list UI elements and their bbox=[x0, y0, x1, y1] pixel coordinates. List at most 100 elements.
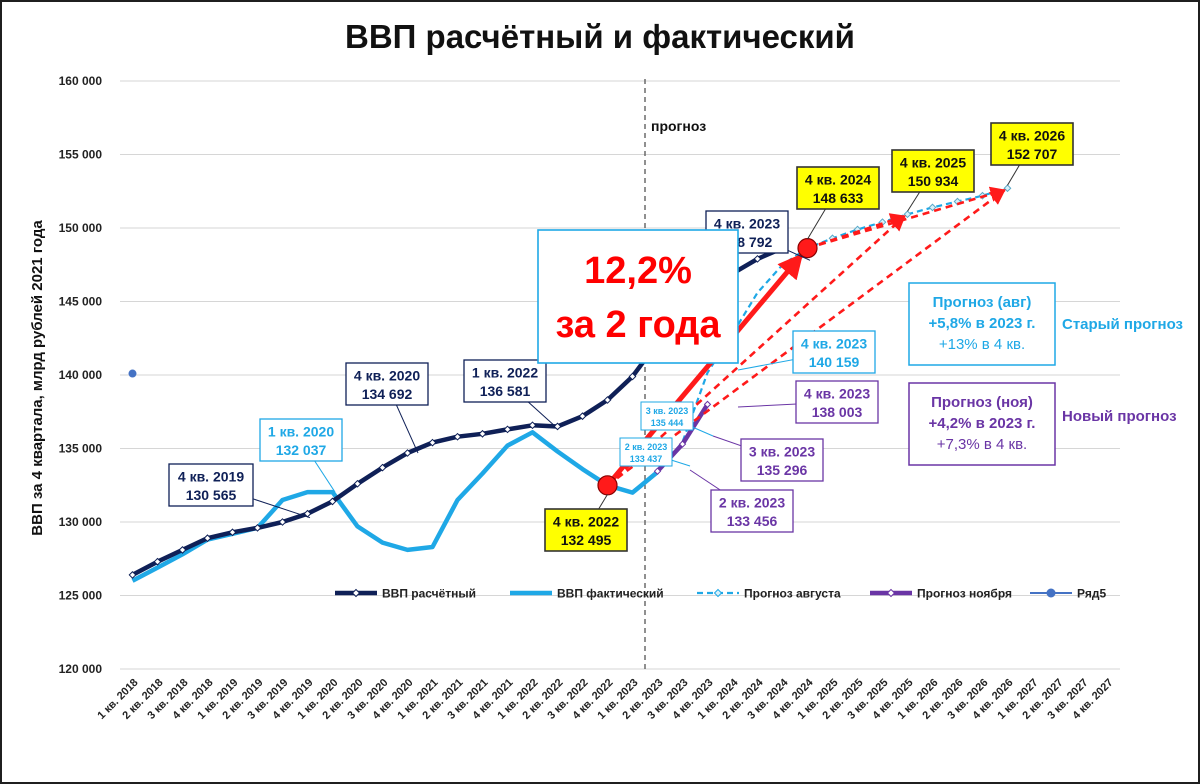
data-label-frame bbox=[710, 489, 794, 533]
legend-label: Прогноз ноября bbox=[917, 587, 1012, 601]
point-marker-start bbox=[597, 475, 618, 496]
forecast-divider: прогноз bbox=[644, 79, 706, 669]
data-label-frame bbox=[792, 330, 876, 374]
series-point-nov-forecast bbox=[703, 400, 712, 409]
series-point-estimated bbox=[228, 528, 237, 537]
data-label-box: 4 кв. 2023 140 159 bbox=[737, 330, 876, 374]
data-label-frame bbox=[891, 149, 975, 193]
data-label-frame bbox=[795, 380, 879, 424]
legend-item-estimated: ВВП расчётный bbox=[335, 587, 476, 601]
series-point-nov-forecast bbox=[678, 440, 687, 448]
data-label-text: 2 кв. 2023 bbox=[719, 495, 785, 511]
legend-swatch-marker bbox=[351, 588, 361, 598]
data-label-text: 4 кв. 2025 bbox=[900, 155, 966, 171]
series-point-nov-forecast bbox=[653, 467, 662, 475]
data-label-box: 2 кв. 2023 133 437 bbox=[619, 437, 691, 467]
series-point-estimated bbox=[578, 412, 587, 421]
series-point-estimated bbox=[353, 479, 362, 488]
growth-callout: 12,2% за 2 года bbox=[537, 229, 739, 364]
growth-arrow-dashed bbox=[606, 189, 1006, 487]
series-point-estimated bbox=[178, 546, 187, 554]
data-label-text: 138 003 bbox=[812, 404, 863, 420]
series-point-estimated bbox=[328, 497, 337, 506]
chart-title: ВВП расчётный и фактический bbox=[345, 18, 855, 55]
series-point-estimated bbox=[278, 518, 287, 526]
data-label-text: 135 444 bbox=[651, 418, 684, 428]
data-label-frame bbox=[990, 122, 1074, 166]
data-label-box: 4 кв. 2026 152 707 bbox=[990, 122, 1074, 186]
y-tick-label: 125 000 bbox=[59, 589, 103, 603]
data-label-text: 152 707 bbox=[1007, 146, 1058, 162]
data-label-text: 4 кв. 2026 bbox=[999, 128, 1065, 144]
nov-forecast-box-frame bbox=[908, 382, 1056, 466]
data-label-box: 1 кв. 2020 132 037 bbox=[259, 418, 343, 493]
legend-label: ВВП фактический bbox=[557, 587, 664, 601]
y-tick-label: 160 000 bbox=[59, 74, 103, 88]
y-axis-ticks: 120 000 125 000 130 000 135 000 140 000 145 0… bbox=[59, 74, 103, 676]
data-label-text: 133 437 bbox=[630, 454, 663, 464]
data-label-text: 148 633 bbox=[813, 190, 864, 206]
data-label-text: 133 456 bbox=[727, 513, 778, 529]
legend-label: ВВП расчётный bbox=[382, 587, 476, 601]
series-point-estimated bbox=[553, 422, 562, 431]
data-label-frame bbox=[796, 166, 880, 210]
point-marker-end bbox=[797, 237, 818, 259]
data-label-frame bbox=[740, 438, 824, 482]
data-label-text: 4 кв. 2023 bbox=[714, 216, 780, 232]
legend-swatch-marker bbox=[886, 588, 896, 598]
growth-callout-frame bbox=[537, 229, 739, 364]
growth-callout-text: 12,2% bbox=[584, 250, 692, 292]
legend-item-actual: ВВП фактический bbox=[510, 587, 664, 601]
data-label-text: 135 296 bbox=[757, 462, 808, 478]
series-point-aug-forecast bbox=[1003, 184, 1012, 193]
forecast-divider-label: прогноз bbox=[651, 118, 706, 134]
growth-arrow-dashed bbox=[807, 186, 1006, 250]
aug-forecast-box-text: Прогноз (авг) bbox=[933, 294, 1032, 311]
data-label-frame bbox=[259, 418, 343, 462]
data-label-text: 3 кв. 2023 bbox=[646, 406, 689, 416]
data-label-box: 4 кв. 2022 132 495 bbox=[544, 494, 628, 552]
data-label-text: 4 кв. 2019 bbox=[178, 469, 244, 485]
y-tick-label: 130 000 bbox=[59, 515, 103, 529]
series-point-estimated bbox=[253, 523, 262, 532]
data-label-box: 4 кв. 2019 130 565 bbox=[168, 463, 311, 519]
series-point-estimated bbox=[128, 571, 137, 579]
data-label-text: 4 кв. 2022 bbox=[553, 514, 619, 530]
series-point-estimated bbox=[503, 425, 512, 434]
series-point-estimated bbox=[603, 396, 612, 404]
data-label-frame bbox=[168, 463, 254, 507]
y-tick-label: 140 000 bbox=[59, 368, 103, 382]
legend-label: Ряд5 bbox=[1077, 587, 1106, 601]
growth-callout-text: за 2 года bbox=[555, 304, 721, 346]
data-label-text: 1 кв. 2020 bbox=[268, 424, 334, 440]
annotations-layer: 4 кв. 2019 130 565 1 кв. 2020 132 037 4 кв. … bbox=[168, 122, 1183, 552]
data-label-frame bbox=[345, 362, 429, 406]
legend-item-nov-forecast: Прогноз ноября bbox=[870, 587, 1012, 601]
data-label-box: 1 кв. 2022 136 581 bbox=[463, 359, 555, 426]
series-point-estimated bbox=[203, 534, 212, 543]
legend-item-row5: Ряд5 bbox=[1030, 587, 1106, 601]
data-label-text: 2 кв. 2023 bbox=[625, 442, 668, 452]
legend-swatch-marker bbox=[1046, 588, 1056, 598]
data-label-box: 2 кв. 2023 133 456 bbox=[689, 469, 794, 533]
series-point-estimated bbox=[153, 557, 162, 566]
legend-item-aug-forecast: Прогноз августа bbox=[697, 587, 841, 601]
series-point-estimated bbox=[453, 432, 462, 441]
y-tick-label: 145 000 bbox=[59, 295, 103, 309]
data-label-text: 1 кв. 2022 bbox=[472, 365, 538, 381]
data-label-text: 136 581 bbox=[480, 383, 531, 399]
data-label-frame bbox=[619, 437, 673, 467]
series-point-estimated bbox=[753, 254, 762, 263]
nov-forecast-box: Прогноз (ноя) +4,2% в 2023 г. +7,3% в 4 кв… bbox=[908, 382, 1056, 466]
data-label-text: 150 934 bbox=[908, 173, 959, 189]
data-label-text: 3 кв. 2023 bbox=[749, 444, 815, 460]
series-point-row5 bbox=[128, 369, 137, 378]
nov-forecast-box-text: Прогноз (ноя) bbox=[931, 394, 1033, 411]
data-label-text: 4 кв. 2024 bbox=[805, 172, 871, 188]
data-label-frame bbox=[544, 508, 628, 552]
data-label-box: 3 кв. 2023 135 444 bbox=[640, 401, 714, 437]
series-point-estimated bbox=[478, 429, 487, 438]
data-label-box: 4 кв. 2020 134 692 bbox=[345, 362, 429, 454]
